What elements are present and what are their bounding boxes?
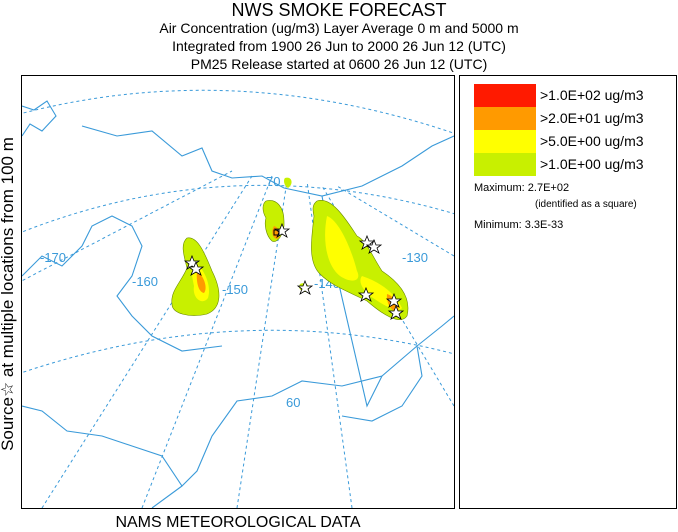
- plume-west-core: [196, 271, 206, 293]
- legend-label-2: >2.0E+01 ug/m3: [540, 110, 644, 126]
- legend-swatch-2: [474, 107, 536, 130]
- plume-east-mid: [325, 216, 359, 281]
- meteorological-data-label: NAMS METEOROLOGICAL DATA: [115, 514, 361, 531]
- graticule-labels: 70 60 -170 -160 -150 -140 -130: [40, 174, 428, 410]
- source-star-icon: [365, 238, 383, 254]
- legend-panel: >1.0E+02 ug/m3 >2.0E+01 ug/m3 >5.0E+00 u…: [459, 75, 677, 509]
- smoke-plumes: [171, 177, 409, 321]
- source-star-icon: [187, 260, 205, 276]
- source-side-label: Source☆ at multiple locations from 100 m: [0, 137, 17, 451]
- source-star-icon: [357, 286, 375, 302]
- legend-label-4: >1.0E+00 ug/m3: [540, 156, 644, 172]
- latitude-lines: [11, 89, 463, 377]
- source-star-icon: [387, 304, 405, 320]
- legend-label-3: >5.0E+00 ug/m3: [540, 133, 644, 149]
- map-canvas: 70 60 -170 -160 -150 -140 -130: [11, 89, 463, 509]
- longitude-lines: [11, 170, 455, 509]
- subtitle-release: PM25 Release started at 0600 26 Jun 12 (…: [190, 56, 488, 72]
- lon-label-170: -170: [40, 250, 66, 265]
- maximum-note: (identified as a square): [535, 199, 637, 210]
- lon-label-130: -130: [402, 250, 428, 265]
- source-star-icon: [385, 292, 403, 308]
- subtitle-concentration: Air Concentration (ug/m3) Layer Average …: [159, 20, 519, 36]
- minimum-value: Minimum: 3.3E-33: [474, 219, 564, 231]
- lon-label-150: -150: [222, 282, 248, 297]
- legend-label-1: >1.0E+02 ug/m3: [540, 87, 644, 103]
- plume-north-small: [284, 177, 292, 188]
- maximum-value: Maximum: 2.7E+02: [474, 182, 570, 194]
- lat-label-70: 70: [266, 174, 280, 189]
- subtitle-integration: Integrated from 1900 26 Jun to 2000 26 J…: [172, 38, 506, 54]
- source-markers: [183, 222, 405, 320]
- lon-label-160: -160: [132, 274, 158, 289]
- forecast-title: NWS SMOKE FORECAST: [231, 0, 447, 20]
- smoke-map: 70 60 -170 -160 -150 -140 -130: [11, 75, 463, 509]
- maximum-square-marker: [273, 229, 280, 236]
- legend-swatch-4: [474, 153, 536, 176]
- legend-swatch-3: [474, 130, 536, 153]
- legend-swatch-1: [474, 84, 536, 107]
- lat-label-60: 60: [286, 395, 300, 410]
- source-star-icon: [296, 279, 314, 295]
